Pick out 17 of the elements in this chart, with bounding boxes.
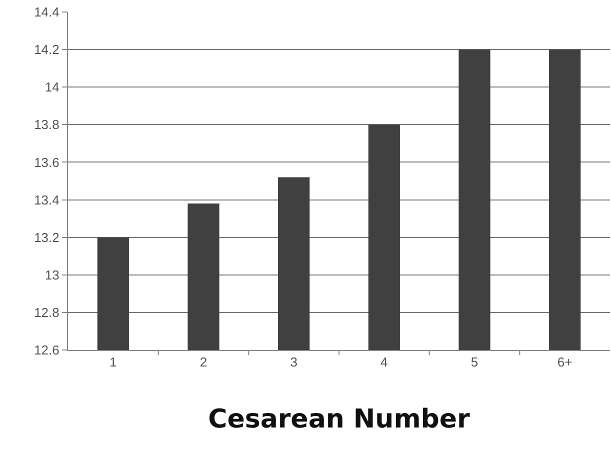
x-tick-label: 6+ [557,354,572,370]
x-tick-label: 5 [470,354,478,370]
x-axis-title: Cesarean Number [208,404,470,434]
y-tick-label: 14.2 [34,42,60,58]
y-tick-label: 14 [44,80,60,95]
y-tick-label: 14.4 [34,4,60,20]
x-tick-label: 2 [200,354,208,370]
x-tick-label: 1 [110,354,117,370]
y-tick-label: 13 [44,267,60,282]
y-tick-label: 13.8 [34,117,60,132]
y-tick-label: 13.6 [34,154,60,170]
y-tick-label: 12.8 [34,304,60,320]
y-tick-label: 13.4 [34,192,60,208]
y-tick-label: 13.2 [34,230,60,245]
y-tick-label: 12.6 [34,342,60,358]
x-tick-label: 4 [380,354,388,370]
x-tick-label: 3 [290,354,298,370]
